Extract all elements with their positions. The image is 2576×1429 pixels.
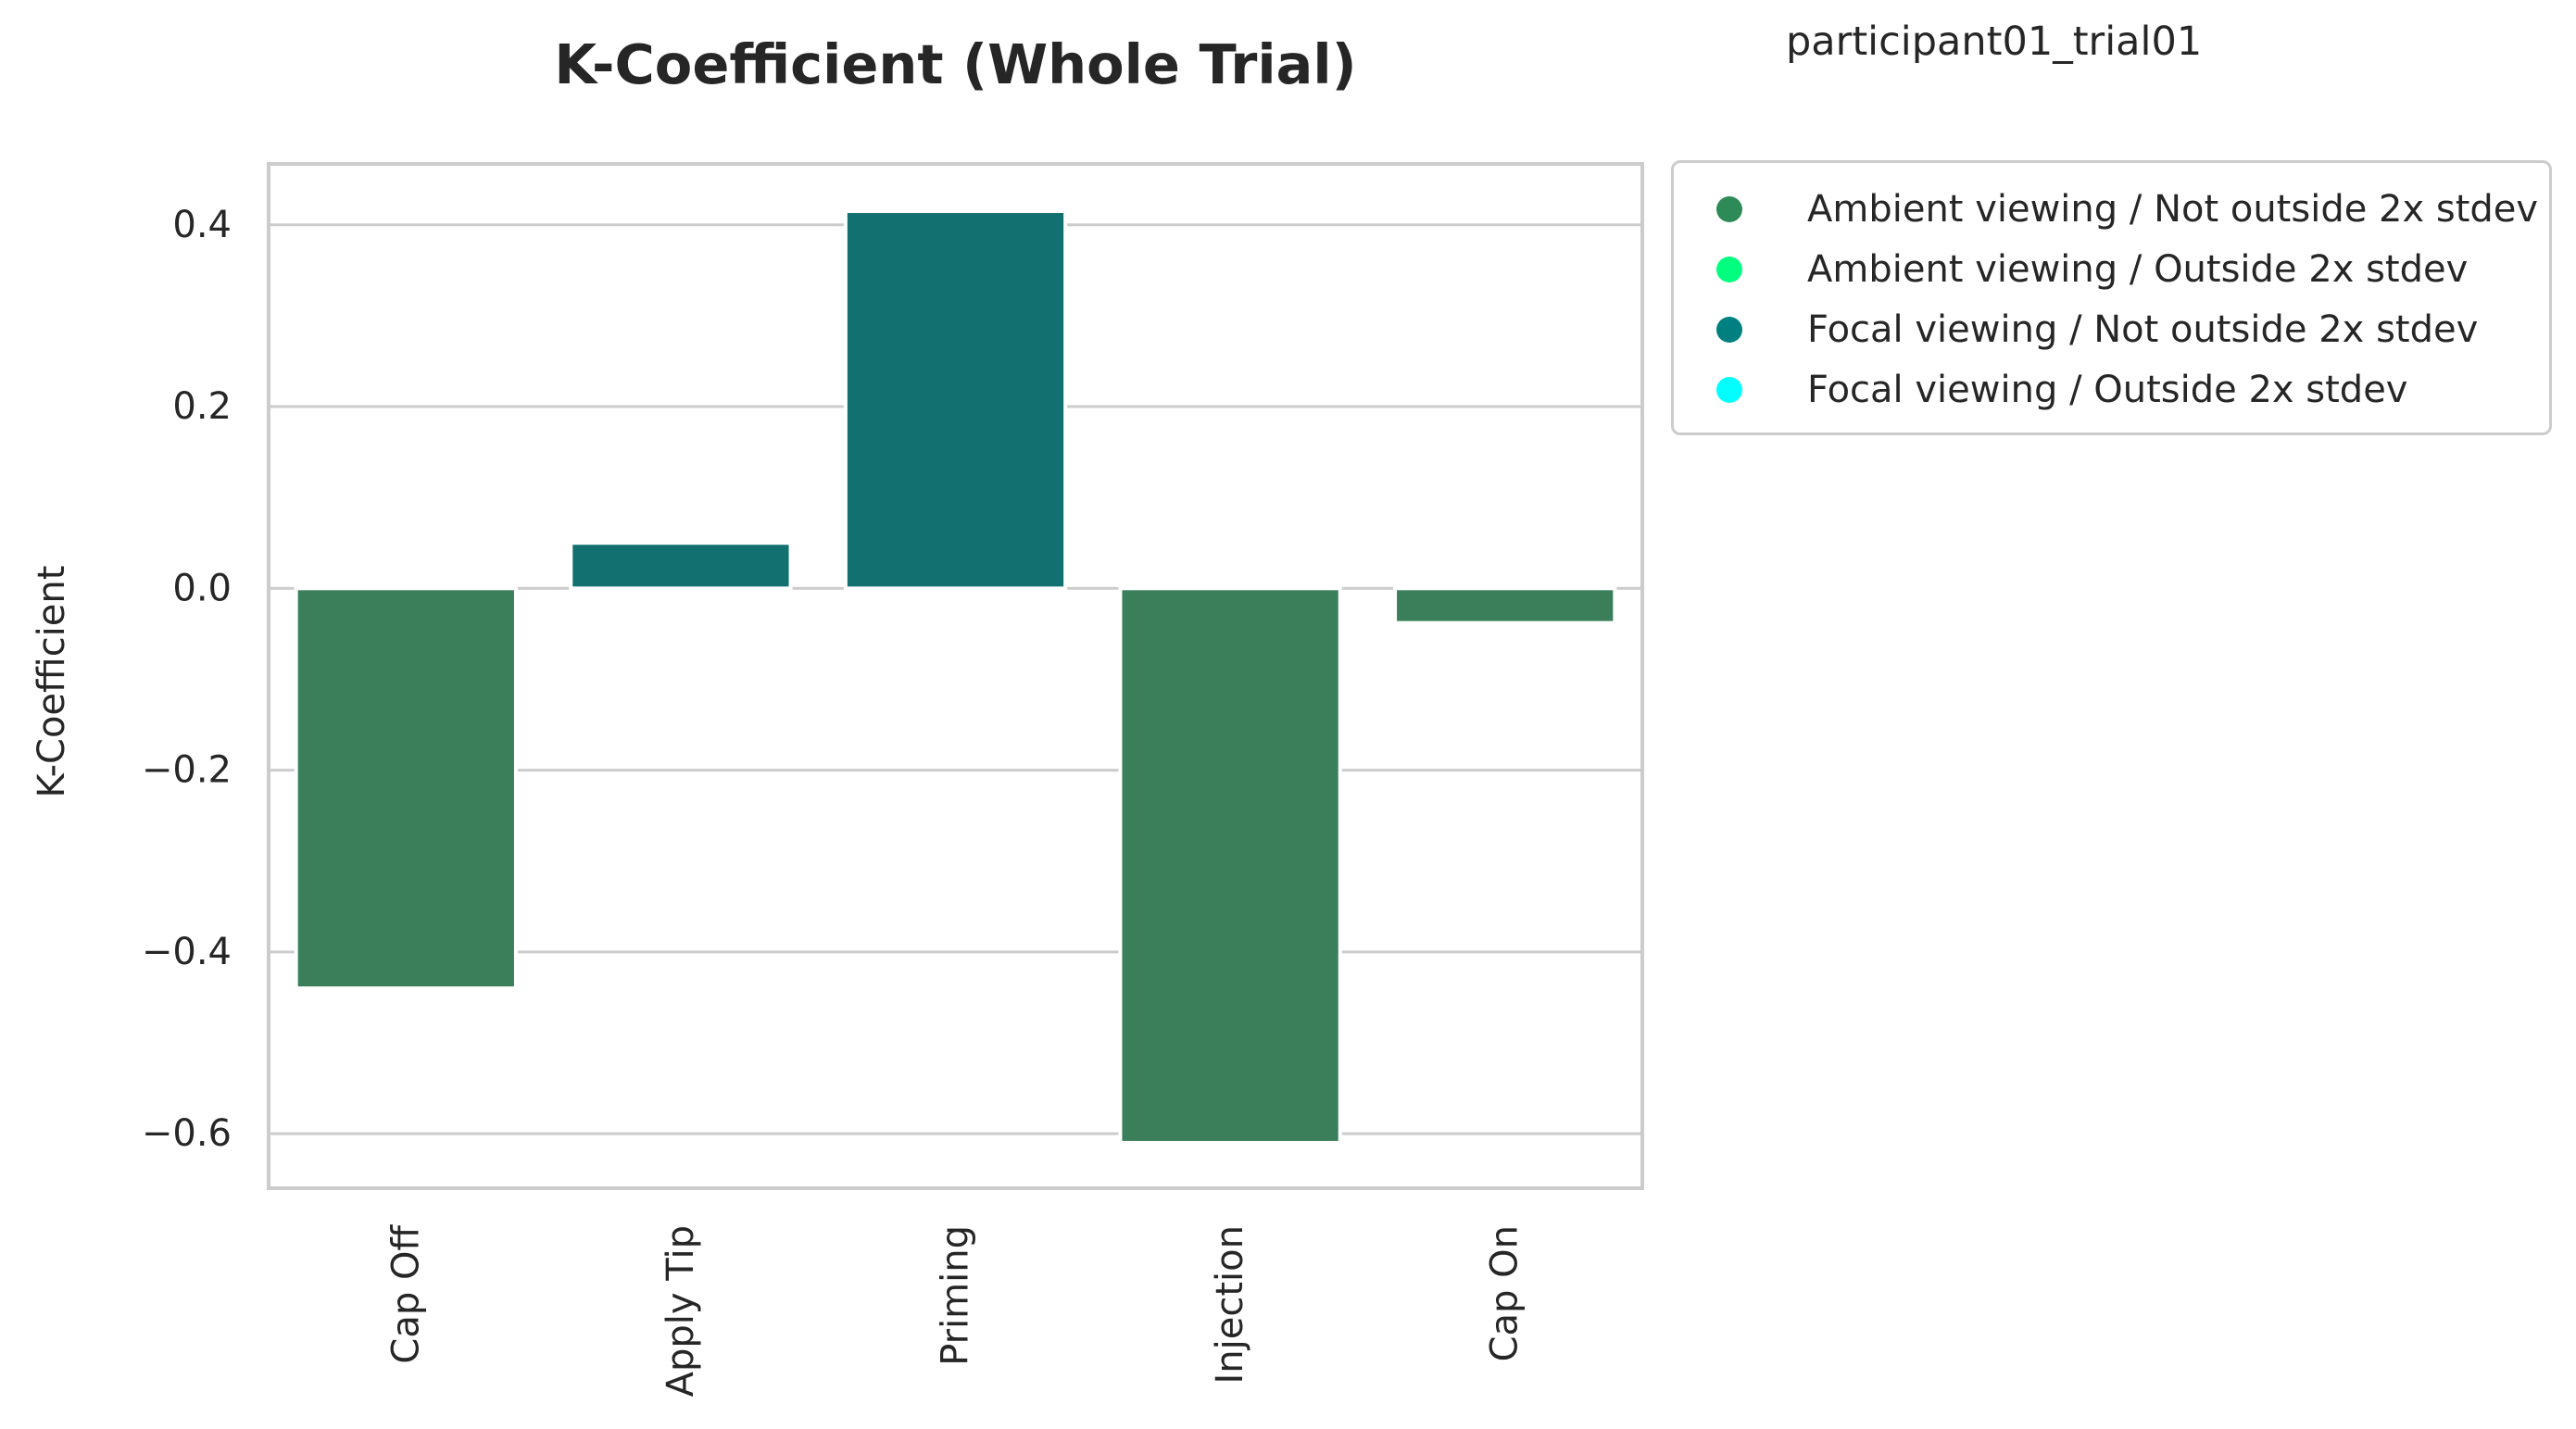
y-tick-label: 0.4 <box>172 204 232 246</box>
bar-cap-on <box>1393 586 1617 625</box>
legend-marker-icon <box>1716 376 1742 403</box>
bar-injection <box>1118 586 1342 1145</box>
x-tick-label: Injection <box>1209 1225 1251 1384</box>
legend-item: Ambient viewing / Not outside 2x stdev <box>1674 179 2538 239</box>
x-tick-label: Cap Off <box>384 1224 427 1364</box>
bar-priming <box>843 209 1068 591</box>
y-tick-label: −0.2 <box>142 749 232 792</box>
x-tick-label: Priming <box>935 1225 977 1366</box>
bar-apply-tip <box>569 541 793 591</box>
plot-area-frame <box>267 162 1644 1190</box>
y-tick-label: 0.0 <box>172 567 232 609</box>
legend-label: Ambient viewing / Not outside 2x stdev <box>1807 187 2539 231</box>
bar-layer <box>294 209 1617 1145</box>
legend-marker-icon <box>1716 256 1742 282</box>
legend-item: Focal viewing / Not outside 2x stdev <box>1674 299 2478 359</box>
chart-subtitle: participant01_trial01 <box>1786 19 2203 65</box>
legend-label: Ambient viewing / Outside 2x stdev <box>1807 247 2469 291</box>
legend: Ambient viewing / Not outside 2x stdev Am… <box>1671 160 2552 435</box>
legend-label: Focal viewing / Outside 2x stdev <box>1807 368 2408 411</box>
chart-title: K-Coefficient (Whole Trial) <box>554 32 1357 96</box>
bar-cap-off <box>294 586 518 991</box>
y-tick-label: 0.2 <box>172 385 232 428</box>
x-tick-label: Cap On <box>1484 1225 1527 1361</box>
legend-item: Ambient viewing / Outside 2x stdev <box>1674 239 2468 299</box>
legend-item: Focal viewing / Outside 2x stdev <box>1674 359 2407 420</box>
y-tick-label: −0.4 <box>142 931 232 973</box>
legend-marker-icon <box>1716 195 1742 222</box>
legend-label: Focal viewing / Not outside 2x stdev <box>1807 307 2479 351</box>
tick-layer: −0.6 −0.4 −0.2 0.0 0.2 0.4 Cap Off Apply Tip Pri… <box>142 204 1527 1398</box>
y-tick-label: −0.6 <box>142 1112 232 1155</box>
x-tick-label: Apply Tip <box>660 1225 702 1397</box>
legend-marker-icon <box>1716 316 1742 343</box>
